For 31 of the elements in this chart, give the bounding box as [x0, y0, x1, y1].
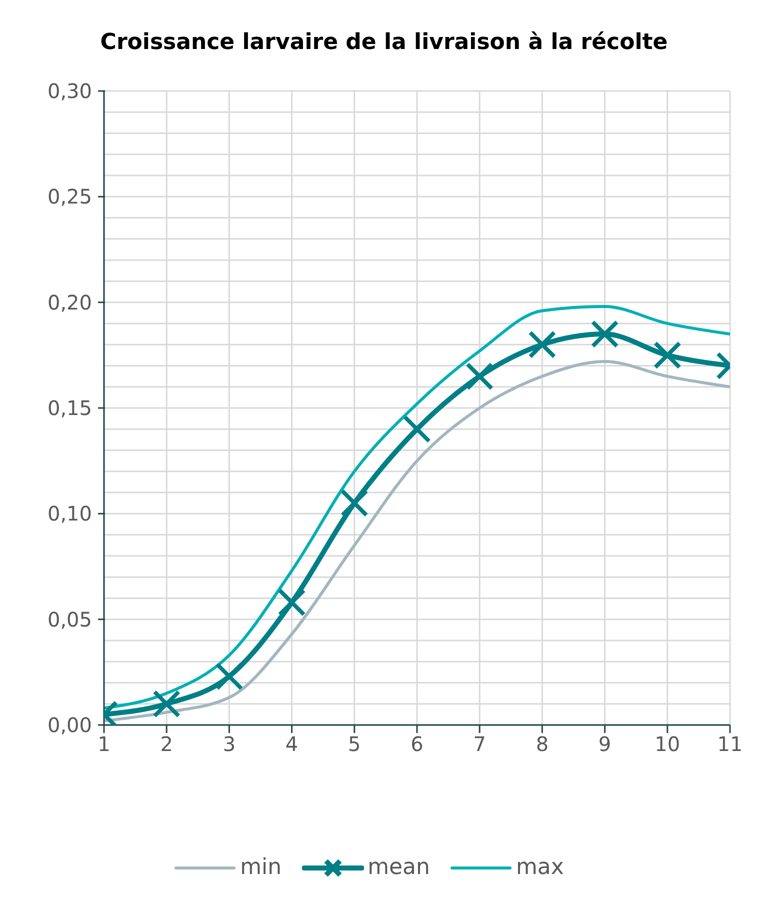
- y-tick-label: 0,15: [47, 396, 92, 420]
- point: [653, 341, 682, 370]
- x-tick-label: 11: [717, 732, 743, 756]
- x-tick-label: 9: [598, 732, 612, 756]
- legend-label: min: [240, 855, 282, 880]
- point: [152, 690, 181, 718]
- x-tick-label: 8: [536, 732, 549, 756]
- y-tick-label: 0,00: [47, 713, 92, 737]
- point: [278, 588, 306, 616]
- x-tick-label: 4: [285, 732, 298, 756]
- y-tick-label: 0,05: [47, 607, 92, 632]
- point: [403, 415, 431, 444]
- y-tick-label: 0,25: [47, 184, 92, 209]
- x-tick-label: 6: [410, 732, 424, 756]
- y-tick-label: 0,30: [47, 79, 92, 103]
- legend-label: mean: [368, 855, 430, 880]
- legend-label: max: [516, 855, 564, 880]
- x-tick-label: 3: [222, 732, 236, 756]
- chart-title: Croissance larvaire de la livraison à la récolte: [99, 29, 669, 57]
- x-tick-label: 5: [348, 732, 361, 756]
- x-tick-label: 1: [98, 732, 110, 756]
- x-tick-label: 2: [160, 732, 173, 756]
- y-tick-label: 0,20: [47, 290, 92, 314]
- x-tick-label: 10: [654, 732, 680, 756]
- x-tick-label: 7: [473, 732, 486, 756]
- point: [340, 489, 368, 518]
- point: [528, 330, 556, 359]
- point: [466, 362, 494, 390]
- point: [215, 662, 244, 690]
- y-tick-label: 0,10: [47, 502, 92, 526]
- point: [590, 320, 619, 348]
